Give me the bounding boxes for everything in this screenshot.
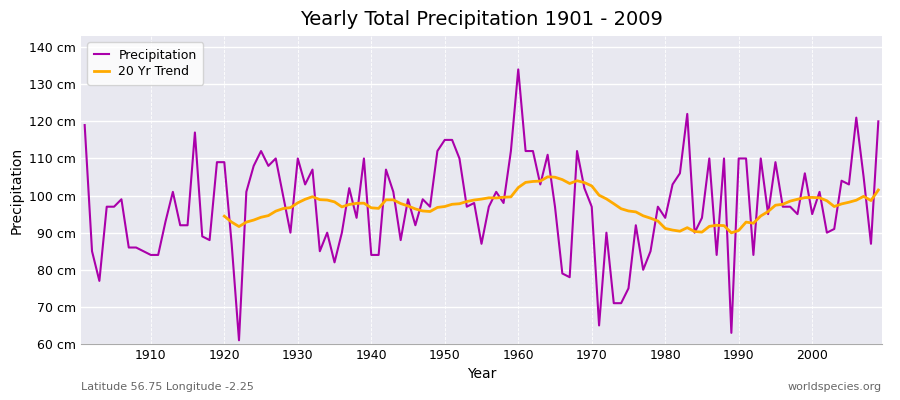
Precipitation (79, 123, 90, 128)
Title: Yearly Total Precipitation 1901 - 2009: Yearly Total Precipitation 1901 - 2009 (300, 10, 663, 29)
Legend: Precipitation, 20 Yr Trend: Precipitation, 20 Yr Trend (87, 42, 203, 84)
Precipitation (234, 338, 245, 343)
Text: Latitude 56.75 Longitude -2.25: Latitude 56.75 Longitude -2.25 (81, 382, 254, 392)
Precipitation (873, 119, 884, 124)
Precipitation (616, 301, 626, 306)
Precipitation (138, 249, 148, 254)
Text: worldspecies.org: worldspecies.org (788, 382, 882, 392)
Precipitation (520, 149, 531, 154)
20 Yr Trend (506, 194, 517, 199)
20 Yr Trend (300, 197, 310, 202)
Precipitation (351, 216, 362, 220)
20 Yr Trend (513, 185, 524, 190)
X-axis label: Year: Year (467, 368, 496, 382)
20 Yr Trend (601, 196, 612, 201)
20 Yr Trend (344, 202, 355, 207)
Precipitation (513, 67, 524, 72)
Y-axis label: Precipitation: Precipitation (10, 146, 23, 234)
Precipitation (307, 167, 318, 172)
Line: Precipitation: Precipitation (85, 69, 878, 340)
20 Yr Trend (873, 188, 884, 192)
Precipitation (527, 149, 538, 154)
Line: 20 Yr Trend: 20 Yr Trend (224, 177, 878, 233)
